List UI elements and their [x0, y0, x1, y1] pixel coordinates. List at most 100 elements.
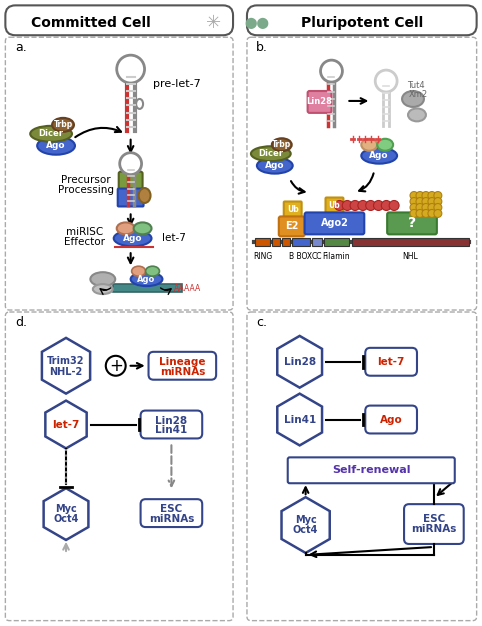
Ellipse shape	[257, 158, 293, 173]
Circle shape	[434, 192, 442, 200]
Text: miRNAs: miRNAs	[149, 514, 194, 524]
Text: Lin28: Lin28	[155, 416, 187, 426]
Circle shape	[358, 200, 368, 210]
Bar	[352, 239, 469, 246]
Text: Ago: Ago	[265, 161, 284, 170]
Text: a.: a.	[15, 41, 27, 54]
Circle shape	[410, 198, 418, 205]
Ellipse shape	[134, 222, 151, 234]
Text: Myc: Myc	[55, 504, 77, 514]
Text: Filamin: Filamin	[322, 252, 350, 261]
FancyBboxPatch shape	[279, 217, 305, 237]
Text: miRNAs: miRNAs	[411, 524, 456, 534]
Ellipse shape	[114, 230, 151, 246]
Text: let-7: let-7	[377, 357, 405, 367]
Circle shape	[335, 200, 345, 210]
Ellipse shape	[93, 284, 113, 294]
FancyBboxPatch shape	[365, 348, 417, 376]
Text: Lin28: Lin28	[283, 357, 316, 367]
Text: ⬤⬤: ⬤⬤	[244, 18, 269, 29]
Text: Trim32: Trim32	[47, 356, 85, 366]
FancyBboxPatch shape	[141, 499, 202, 527]
Circle shape	[410, 210, 418, 217]
Circle shape	[422, 210, 430, 217]
Text: Ago: Ago	[46, 141, 66, 150]
FancyBboxPatch shape	[365, 406, 417, 433]
Text: b.: b.	[256, 41, 268, 54]
Text: AAAAA: AAAAA	[174, 284, 201, 292]
Text: Trbp: Trbp	[272, 140, 292, 149]
Text: Ub: Ub	[329, 201, 340, 210]
Circle shape	[416, 210, 424, 217]
Ellipse shape	[408, 108, 426, 121]
Text: miRNAs: miRNAs	[160, 367, 205, 377]
Ellipse shape	[251, 146, 291, 161]
Circle shape	[389, 200, 399, 210]
Polygon shape	[44, 488, 88, 540]
Circle shape	[342, 200, 352, 210]
Text: Self-renewal: Self-renewal	[332, 465, 411, 475]
Circle shape	[422, 203, 430, 212]
Polygon shape	[42, 338, 90, 394]
Text: ESC: ESC	[161, 504, 183, 514]
Ellipse shape	[136, 99, 143, 109]
Text: ESC: ESC	[423, 514, 445, 524]
FancyBboxPatch shape	[118, 188, 144, 207]
Circle shape	[381, 200, 391, 210]
Bar	[113, 284, 182, 292]
Text: Oct4: Oct4	[54, 514, 79, 524]
Polygon shape	[277, 394, 322, 446]
Text: Xm2: Xm2	[408, 91, 428, 100]
FancyBboxPatch shape	[305, 212, 364, 234]
Circle shape	[416, 203, 424, 212]
Text: E2: E2	[285, 222, 298, 232]
Text: miRISC: miRISC	[67, 227, 104, 237]
Circle shape	[375, 70, 397, 92]
Text: Pluripotent Cell: Pluripotent Cell	[301, 16, 423, 30]
FancyBboxPatch shape	[284, 202, 302, 217]
Ellipse shape	[52, 118, 74, 132]
Circle shape	[106, 356, 126, 376]
Text: Trbp: Trbp	[54, 120, 73, 130]
Ellipse shape	[37, 137, 75, 155]
FancyBboxPatch shape	[404, 504, 464, 544]
Text: ?: ?	[408, 217, 416, 230]
Text: Committed Cell: Committed Cell	[31, 16, 151, 30]
FancyBboxPatch shape	[247, 37, 477, 310]
Circle shape	[410, 203, 418, 212]
Text: Precursor: Precursor	[61, 175, 111, 185]
Text: +: +	[109, 357, 122, 375]
Text: Ago: Ago	[369, 151, 389, 160]
Ellipse shape	[272, 138, 292, 151]
Circle shape	[428, 210, 436, 217]
Ellipse shape	[402, 91, 424, 107]
Circle shape	[117, 55, 145, 83]
Bar	[272, 239, 280, 246]
Text: Lin41: Lin41	[283, 414, 316, 424]
Text: Ago: Ago	[123, 234, 142, 243]
Text: Effector: Effector	[65, 237, 106, 247]
Text: Dicer: Dicer	[39, 130, 64, 138]
Text: pre-let-7: pre-let-7	[152, 79, 200, 89]
FancyBboxPatch shape	[247, 312, 477, 620]
Text: Ub: Ub	[287, 205, 298, 214]
Text: Oct4: Oct4	[293, 525, 318, 535]
Text: Lin41: Lin41	[155, 426, 187, 436]
Circle shape	[410, 192, 418, 200]
FancyBboxPatch shape	[5, 6, 233, 35]
Ellipse shape	[90, 272, 115, 286]
Polygon shape	[281, 497, 330, 553]
Ellipse shape	[362, 139, 377, 151]
Text: Ago: Ago	[380, 414, 402, 424]
Text: let-7: let-7	[53, 419, 80, 429]
Text: RING: RING	[253, 252, 272, 261]
Circle shape	[374, 200, 384, 210]
Bar	[255, 239, 270, 246]
Text: CC: CC	[311, 252, 322, 261]
FancyBboxPatch shape	[325, 198, 343, 213]
FancyBboxPatch shape	[148, 352, 216, 380]
Circle shape	[321, 60, 342, 82]
Text: NHL: NHL	[402, 252, 418, 261]
Circle shape	[422, 198, 430, 205]
Circle shape	[416, 198, 424, 205]
